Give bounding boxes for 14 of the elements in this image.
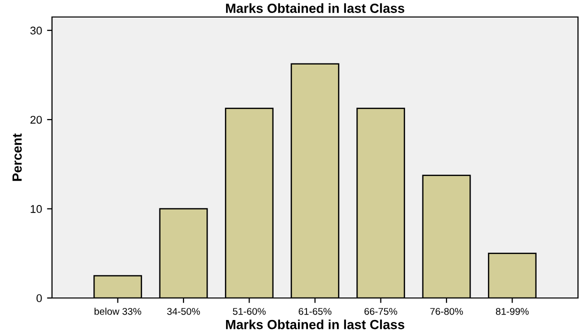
x-tick-label: 76-80% <box>430 308 463 315</box>
y-tick-label: 30 <box>30 26 42 35</box>
x-tick-label: below 33% <box>94 308 142 315</box>
x-tick-label: 61-65% <box>298 308 332 315</box>
x-tick-label: 81-99% <box>496 308 529 315</box>
x-axis-title: Marks Obtained in last Class <box>226 320 404 330</box>
y-axis-title: Percent <box>12 133 22 181</box>
y-tick-label: 20 <box>30 116 42 124</box>
y-tick-label: 0 <box>36 294 42 302</box>
y-tick-label: 10 <box>30 205 42 213</box>
x-tick-label: 66-75% <box>364 308 398 315</box>
chart-title: Marks Obtained in last Class <box>226 3 404 13</box>
x-tick-label: 51-60% <box>232 308 266 315</box>
x-tick-label: 34-50% <box>167 308 200 315</box>
